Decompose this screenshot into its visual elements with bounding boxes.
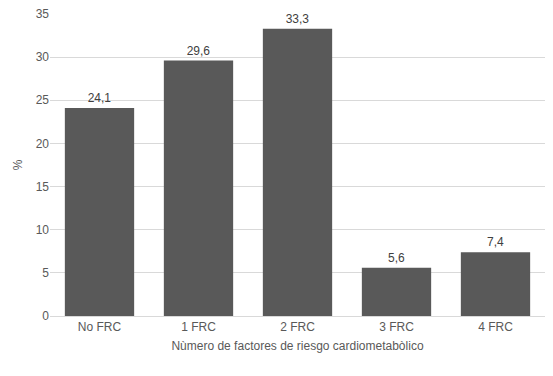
svg-text:3 FRC: 3 FRC	[379, 320, 414, 334]
svg-text:%: %	[11, 159, 25, 170]
svg-text:4 FRC: 4 FRC	[478, 320, 513, 334]
svg-text:Nùmero de factores de riesgo c: Nùmero de factores de riesgo cardiometab…	[171, 339, 423, 353]
svg-text:25: 25	[36, 93, 50, 107]
svg-text:5,6: 5,6	[388, 251, 405, 265]
svg-text:15: 15	[36, 180, 50, 194]
svg-text:1 FRC: 1 FRC	[181, 320, 216, 334]
svg-text:2 FRC: 2 FRC	[280, 320, 315, 334]
svg-text:30: 30	[36, 50, 50, 64]
svg-text:0: 0	[42, 309, 49, 323]
svg-text:10: 10	[36, 223, 50, 237]
svg-text:7,4: 7,4	[487, 235, 504, 249]
svg-text:No FRC: No FRC	[78, 320, 122, 334]
svg-text:35: 35	[36, 7, 50, 21]
svg-text:29,6: 29,6	[187, 44, 211, 58]
svg-text:24,1: 24,1	[88, 91, 112, 105]
svg-text:33,3: 33,3	[286, 12, 310, 26]
svg-text:5: 5	[42, 266, 49, 280]
svg-text:20: 20	[36, 137, 50, 151]
